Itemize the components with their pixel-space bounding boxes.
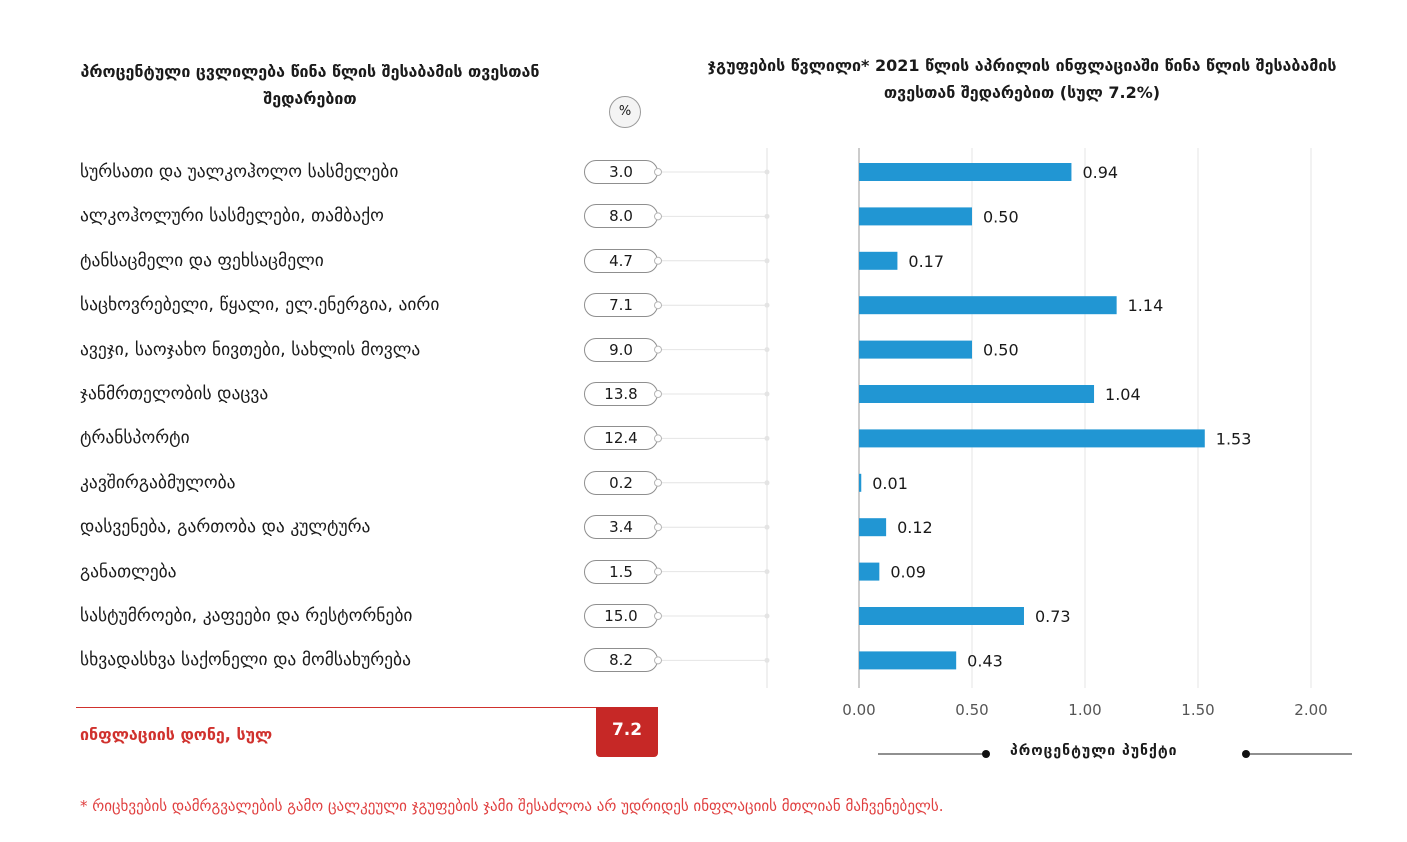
category-label: ავეჯი, საოჯახო ნივთები, სახლის მოვლა	[80, 339, 421, 360]
row-connector-dot	[654, 390, 662, 398]
percent-change-pill: 8.0	[584, 204, 658, 229]
percent-change-pill: 1.5	[584, 559, 658, 584]
percent-change-pill: 13.8	[584, 382, 658, 406]
bar-value-label: 0.01	[872, 474, 908, 493]
bar	[859, 340, 972, 359]
row-connector-dot	[654, 478, 662, 487]
bar-value-label: 1.04	[1105, 385, 1141, 404]
row-connector-end-dot	[764, 613, 770, 619]
percent-change-pill: 3.0	[584, 160, 658, 184]
bar-value-label: 0.50	[983, 207, 1019, 226]
row-connector-dot	[654, 345, 662, 354]
total-divider	[76, 707, 658, 708]
percent-change-pill: 0.2	[584, 470, 658, 495]
row-connector-end-dot	[764, 213, 770, 219]
percent-badge: %	[609, 96, 641, 128]
x-tick-label: 0.50	[955, 701, 988, 719]
bar-value-label: 0.17	[908, 252, 944, 271]
bar	[859, 562, 880, 581]
category-label: დასვენება, გართობა და კულტურა	[80, 517, 371, 538]
bar-value-label: 1.53	[1216, 429, 1252, 448]
bar-value-label: 0.50	[983, 341, 1019, 360]
category-label: ალკოჰოლური სასმელები, თამბაქო	[80, 206, 384, 227]
row-connector-end-dot	[764, 524, 770, 530]
axis-legend-dot-left	[982, 750, 990, 758]
row-connector-end-dot	[764, 480, 770, 486]
bar-value-label: 0.43	[967, 651, 1003, 670]
row-connector-dot	[654, 434, 662, 443]
category-label: განათლება	[80, 561, 177, 582]
percent-change-pill: 7.1	[584, 293, 658, 318]
bar	[859, 607, 1024, 625]
bar	[859, 296, 1117, 315]
row-connector-end-dot	[764, 169, 770, 175]
row-connector-end-dot	[764, 435, 770, 441]
category-label: ჯანმრთელობის დაცვა	[80, 384, 269, 404]
row-connector-end-dot	[764, 657, 770, 663]
category-label: საცხოვრებელი, წყალი, ელ.ენერგია, აირი	[80, 295, 440, 316]
category-label: სურსათი და უალკოჰოლო სასმელები	[80, 162, 399, 182]
percent-change-pill: 15.0	[584, 604, 658, 628]
bar-value-label: 0.12	[897, 518, 933, 537]
x-axis-label: პროცენტული პუნქტი	[1010, 743, 1178, 759]
row-connector-dot	[654, 301, 662, 310]
percent-change-pill: 12.4	[584, 426, 658, 451]
category-label: კავშირგაბმულობა	[80, 472, 236, 493]
bar	[859, 207, 972, 226]
category-label: სხვადასხვა საქონელი და მომსახურება	[80, 650, 411, 671]
bar-value-label: 0.73	[1035, 607, 1071, 626]
bar-value-label: 0.94	[1082, 163, 1118, 182]
bar	[859, 429, 1205, 448]
percent-change-pill: 8.2	[584, 648, 658, 673]
category-label: ტრანსპორტი	[80, 428, 190, 449]
row-connector-dot	[654, 656, 662, 665]
bar	[859, 473, 862, 492]
row-connector-dot	[654, 567, 662, 576]
x-tick-label: 0.00	[842, 701, 875, 719]
row-connector-end-dot	[764, 347, 770, 353]
axis-legend-dot-right	[1242, 750, 1250, 758]
row-connector-end-dot	[764, 258, 770, 264]
bar-value-label: 0.09	[890, 563, 926, 582]
row-connector-dot	[654, 612, 662, 620]
row-connector-end-dot	[764, 569, 770, 575]
x-tick-label: 2.00	[1294, 701, 1327, 719]
category-label: ტანსაცმელი და ფეხსაცმელი	[80, 250, 324, 271]
row-connector-end-dot	[764, 302, 770, 308]
row-connector-dot	[654, 212, 662, 221]
bar	[859, 518, 887, 537]
bar	[859, 385, 1095, 403]
category-label: სასტუმროები, კაფეები და რესტორნები	[80, 606, 413, 626]
footnote: * რიცხვების დამრგვალების გამო ცალკეული ჯ…	[80, 797, 944, 815]
percent-change-pill: 4.7	[584, 248, 658, 273]
row-connector-dot	[654, 523, 662, 532]
chart-title: ჯგუფების წვლილი* 2021 წლის აპრილის ინფლა…	[707, 56, 1337, 102]
x-tick-label: 1.00	[1068, 701, 1101, 719]
row-connector-dot	[654, 256, 662, 265]
left-title: პროცენტული ცვლილება წინა წლის შესაბამის …	[80, 62, 540, 108]
row-connector-end-dot	[764, 391, 770, 397]
bar	[859, 251, 898, 270]
total-value-badge: 7.2	[596, 707, 658, 757]
x-tick-label: 1.50	[1181, 701, 1214, 719]
row-connector-dot	[654, 168, 662, 176]
total-label: ინფლაციის დონე, სულ	[80, 725, 273, 744]
bar	[859, 651, 957, 670]
bar	[859, 163, 1072, 181]
bar-value-label: 1.14	[1128, 296, 1164, 315]
